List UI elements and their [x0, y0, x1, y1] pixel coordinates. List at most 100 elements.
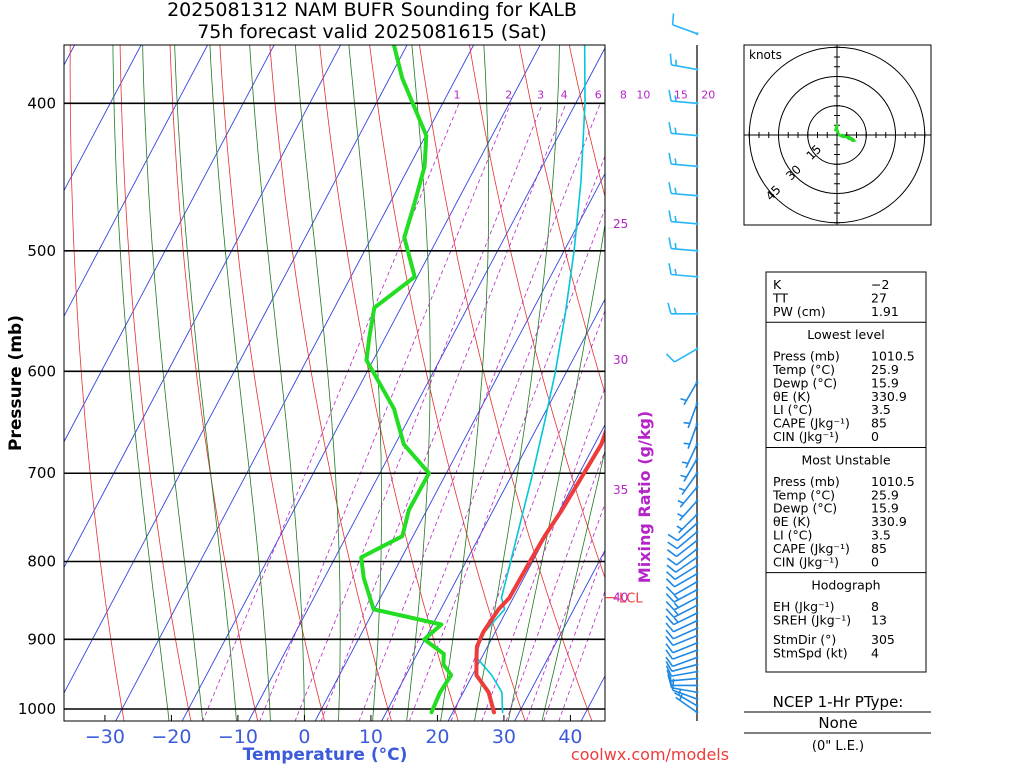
indices-frame — [765, 271, 927, 673]
wind-barb — [665, 572, 699, 588]
temperature-tick-label: 30 — [492, 726, 516, 748]
index-most-unstable-label: Temp (°C) — [772, 487, 835, 502]
index-hodograph-label: SREH (Jkg⁻¹) — [773, 613, 851, 628]
wind-barb-shaft — [671, 273, 698, 278]
wind-barb-half-flag — [674, 242, 677, 250]
moist-adiabat-line — [541, 449, 605, 721]
wind-barb-shaft — [671, 100, 698, 105]
wind-barb-dot — [695, 564, 699, 568]
wind-barb-flag — [668, 237, 672, 249]
index-hodograph-value: 305 — [871, 632, 895, 647]
wind-barb-dot — [695, 634, 699, 638]
wind-barb-dot — [695, 710, 699, 714]
wind-barb-shaft — [677, 522, 698, 542]
wind-barb-flag — [665, 578, 676, 588]
wind-barb-shaft — [683, 381, 698, 406]
wind-barb-dot — [695, 68, 699, 71]
wind-barb-half-flag — [674, 187, 677, 195]
temperature-tick-label: 20 — [425, 726, 449, 748]
index-most-unstable-value: 1010.5 — [871, 474, 915, 489]
wind-barb-shaft — [676, 548, 698, 566]
wind-barb — [666, 555, 699, 573]
y-axis-title: Pressure (mb) — [6, 315, 26, 451]
wind-barb-shaft — [671, 163, 698, 168]
dry-adiabat-line — [941, 0, 1024, 748]
index-general-label: PW (cm) — [773, 304, 826, 319]
moist-adiabat-line — [474, 45, 560, 721]
wind-barb-half-flag — [683, 421, 690, 425]
isotherm-line — [115, 45, 475, 721]
wind-barb — [665, 641, 699, 654]
wind-barb-dot — [695, 604, 699, 607]
mixing-ratio-label: 2 — [505, 88, 512, 101]
index-lowest-label: Press (mb) — [773, 349, 840, 364]
isotherm-line — [64, 45, 408, 694]
wind-barb-shaft — [687, 423, 698, 449]
wind-barb — [665, 596, 699, 611]
x-axis-title: Temperature (°C) — [243, 745, 408, 765]
wind-barb-flag — [668, 210, 672, 222]
wind-barb-shaft — [672, 634, 698, 647]
index-lowest-label: Dewp (°C) — [773, 375, 837, 390]
wind-barb-dot — [695, 275, 699, 279]
wind-barb-dot — [695, 249, 699, 253]
wind-barb-shaft — [671, 192, 698, 197]
index-lowest-value: 3.5 — [871, 402, 891, 417]
series-dewpoint — [359, 45, 454, 715]
index-lowest-label: LI (°C) — [773, 402, 812, 417]
wind-barb-shaft — [671, 663, 698, 673]
wind-barb-dot — [695, 513, 699, 516]
index-general-value: 27 — [871, 290, 887, 305]
isotherm-line — [181, 45, 541, 721]
wind-barb-dot — [695, 697, 699, 701]
wind-barb — [668, 152, 699, 168]
index-most-unstable-label: CAPE (Jkg⁻¹) — [773, 541, 850, 556]
ptype-value: None — [818, 714, 857, 732]
mixing-ratio-label: 8 — [620, 88, 627, 101]
moist-adiabat-line — [174, 45, 237, 721]
wind-barb-flag — [665, 608, 675, 618]
mixing-ratio-label: 20 — [701, 88, 715, 101]
wind-barb-shaft — [671, 64, 698, 71]
wind-barb-half-flag — [673, 307, 677, 315]
wind-barb — [665, 661, 699, 673]
pressure-tick-label: 1000 — [18, 700, 56, 718]
wind-barb-half-flag — [680, 397, 687, 402]
temperature-tick-label: 0 — [298, 726, 310, 748]
mixing-ratio-label: 3 — [537, 88, 544, 101]
wind-barb-flag — [668, 121, 672, 134]
mixing-ratio-label: 15 — [674, 88, 688, 101]
index-hodograph-label: EH (Jkg⁻¹) — [773, 599, 835, 614]
wind-barb — [675, 694, 699, 714]
wind-barb-shaft — [672, 649, 698, 660]
wind-barb-half-flag — [673, 609, 679, 616]
isotherm-line — [64, 45, 342, 569]
index-lowest-label: CAPE (Jkg⁻¹) — [773, 416, 850, 431]
wind-barb-half-flag — [683, 442, 690, 445]
moist-adiabat-line — [294, 45, 341, 721]
wind-barb-dot — [695, 134, 699, 137]
index-hodograph-label: StmDir (°) — [773, 632, 836, 647]
index-hodograph-value: 4 — [871, 645, 879, 660]
wind-barb — [667, 521, 699, 542]
wind-barb-flag — [665, 353, 676, 363]
index-most-unstable-value: 3.5 — [871, 527, 891, 542]
wind-barb-flag — [666, 557, 677, 566]
wind-barb — [677, 499, 699, 521]
index-most-unstable-value: 15.9 — [871, 501, 899, 516]
mixing-ratio-label: 25 — [613, 217, 628, 231]
index-hodograph-label: StmSpd (kt) — [773, 645, 848, 660]
wind-barb-dot — [695, 677, 699, 680]
wind-barb-shaft — [672, 689, 698, 700]
wind-barb-flag — [665, 586, 676, 596]
index-hodograph-value: 13 — [871, 613, 887, 628]
wind-barb-dot — [695, 380, 699, 384]
index-general-value: 1.91 — [871, 304, 899, 319]
mixing-ratio-label: 6 — [595, 88, 602, 101]
wind-barb-shaft — [671, 247, 698, 252]
pressure-tick-label: 600 — [27, 362, 56, 380]
series-temperature — [474, 427, 605, 715]
wind-barb-flag — [665, 656, 674, 667]
pressure-tick-label: 500 — [27, 242, 56, 260]
wind-barb-flag — [665, 629, 674, 640]
